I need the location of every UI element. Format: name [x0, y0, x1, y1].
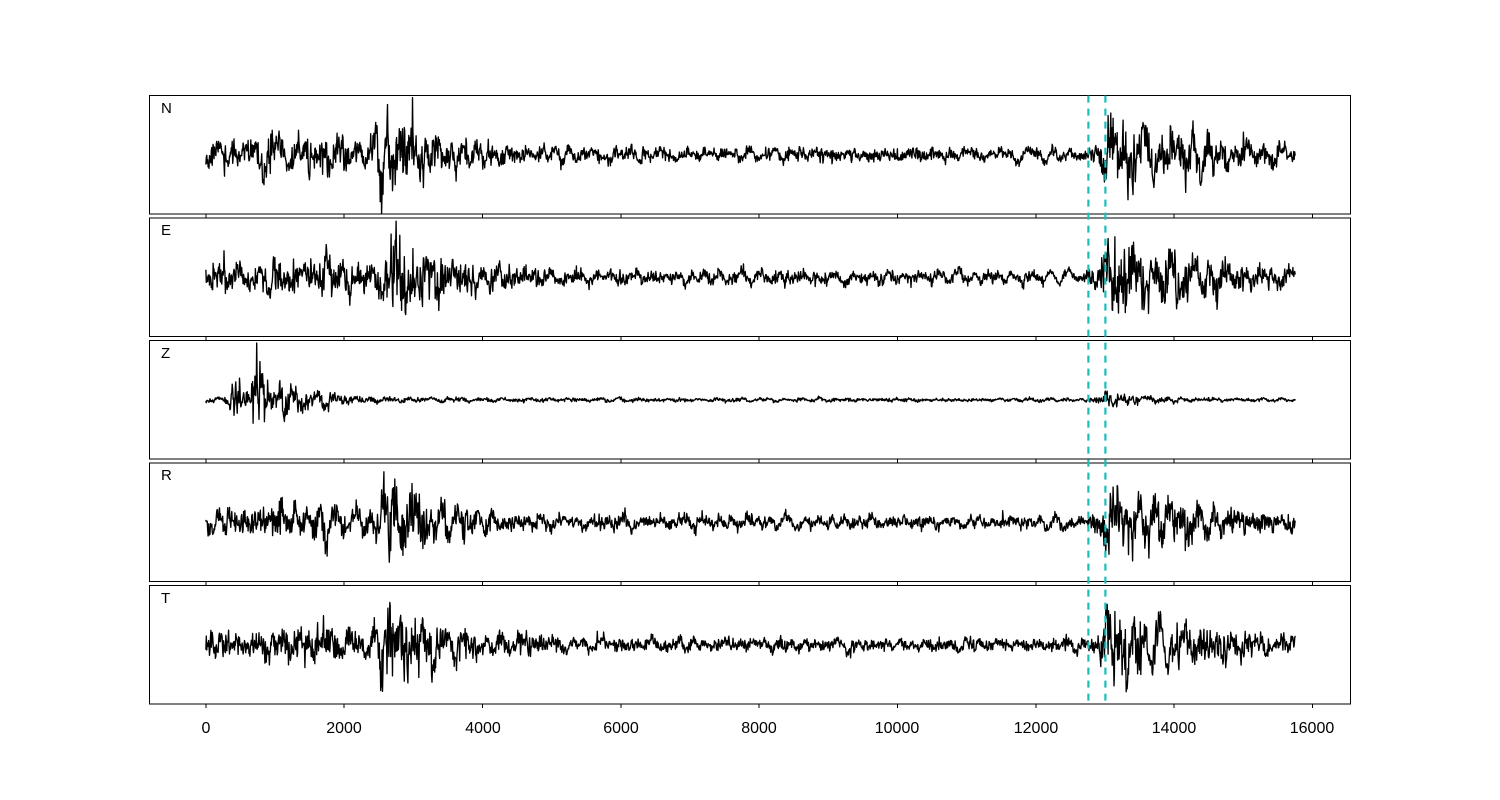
svg-text:4000: 4000 [465, 720, 501, 737]
svg-text:N: N [161, 100, 172, 117]
svg-text:14000: 14000 [1152, 720, 1197, 737]
svg-text:E: E [161, 222, 171, 239]
svg-text:6000: 6000 [603, 720, 639, 737]
svg-text:Z: Z [161, 345, 170, 362]
svg-text:2000: 2000 [326, 720, 362, 737]
svg-text:R: R [161, 467, 172, 484]
svg-text:12000: 12000 [1014, 720, 1059, 737]
svg-text:10000: 10000 [875, 720, 920, 737]
svg-text:8000: 8000 [741, 720, 777, 737]
svg-text:0: 0 [202, 720, 211, 737]
svg-text:T: T [161, 590, 170, 607]
svg-text:16000: 16000 [1290, 720, 1335, 737]
